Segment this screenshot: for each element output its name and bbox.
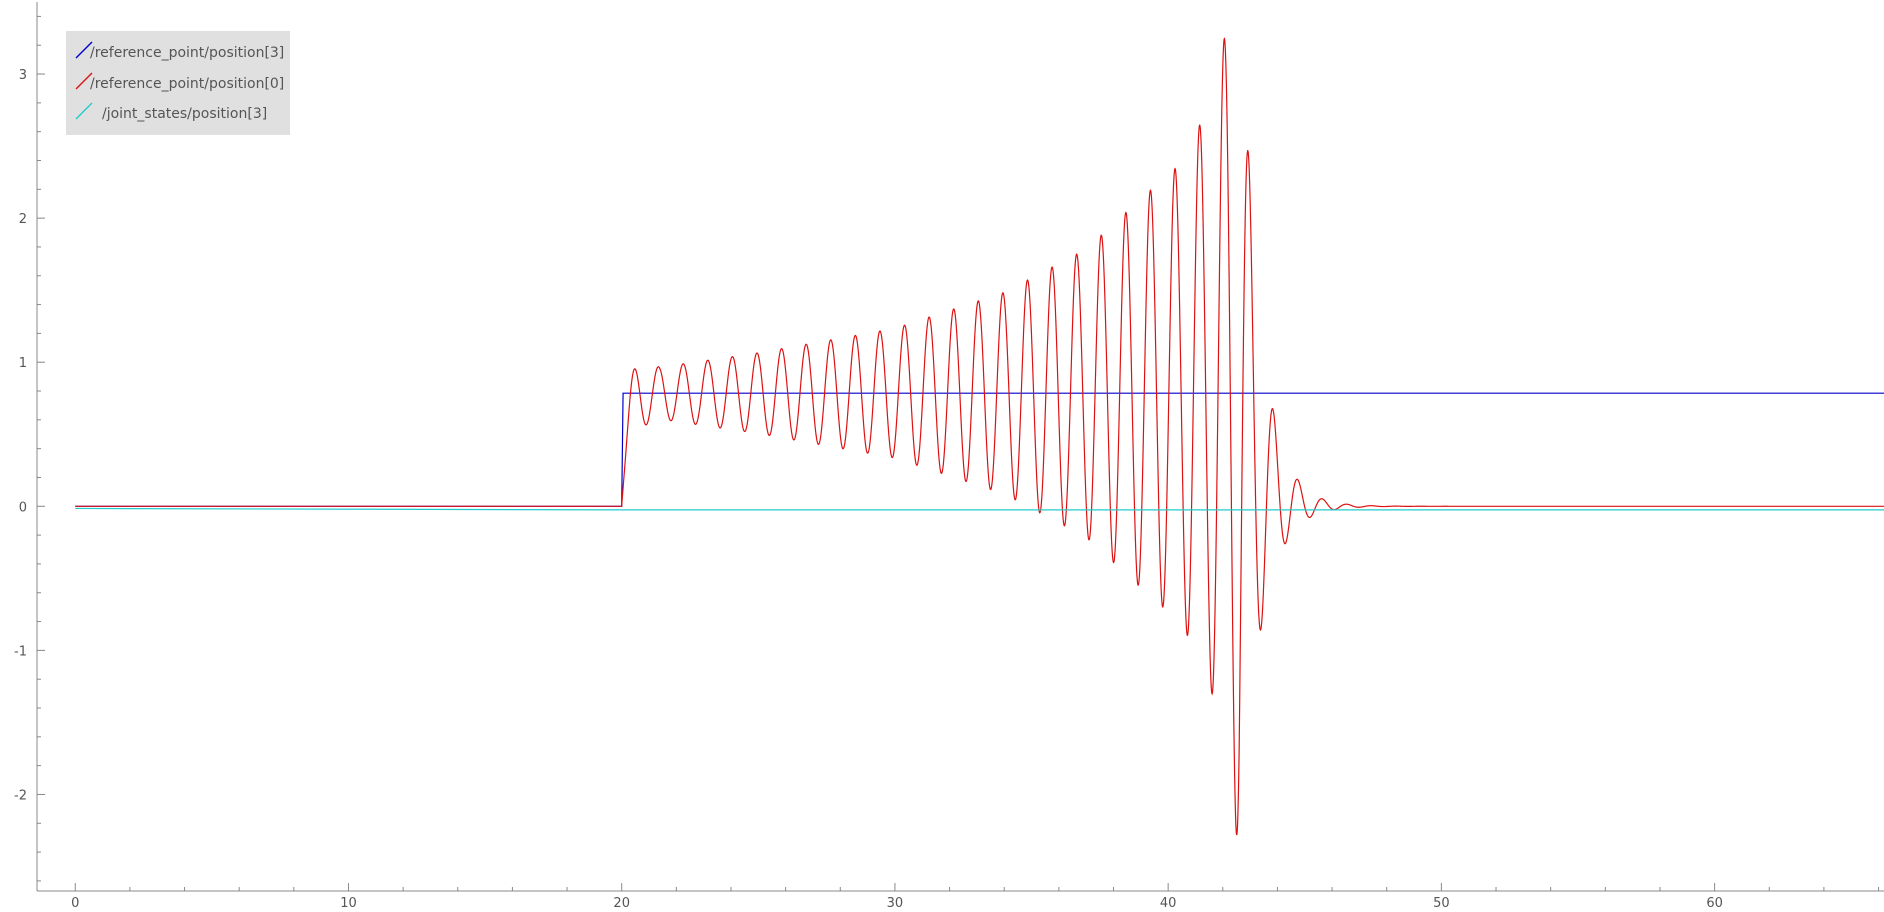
y-tick-label: -1	[14, 644, 27, 659]
legend-swatch-2	[75, 102, 93, 120]
legend-label-0: /reference_point/position[3]	[90, 45, 284, 61]
y-tick-label: 1	[19, 356, 27, 371]
series-group	[75, 37, 1884, 836]
x-tick-label: 50	[1433, 896, 1450, 911]
y-tick-label: 3	[19, 68, 27, 83]
x-tick-label: 20	[613, 896, 630, 911]
y-tick-label: 2	[19, 212, 27, 227]
series-line-1	[75, 37, 1884, 836]
x-tick-label: 60	[1706, 896, 1723, 911]
x-tick-label: 30	[887, 896, 904, 911]
axes: 0 10 20 30 40 50 60 -2 -1 0 1 2 3	[14, 2, 1884, 911]
x-tick-label: 0	[71, 896, 79, 911]
y-tick-label: 0	[19, 500, 27, 515]
series-line-0	[75, 392, 1884, 507]
legend-label-2: /joint_states/position[3]	[102, 106, 267, 122]
x-tick-label: 10	[340, 896, 357, 911]
legend-swatch-0	[75, 41, 93, 59]
y-tick-label: -2	[14, 788, 27, 803]
legend-box	[66, 31, 290, 135]
series-line-2	[75, 507, 1884, 511]
legend: /reference_point/position[3] /reference_p…	[66, 31, 290, 135]
x-tick-label: 40	[1160, 896, 1177, 911]
legend-swatch-1	[75, 72, 93, 90]
legend-label-1: /reference_point/position[0]	[90, 76, 284, 92]
